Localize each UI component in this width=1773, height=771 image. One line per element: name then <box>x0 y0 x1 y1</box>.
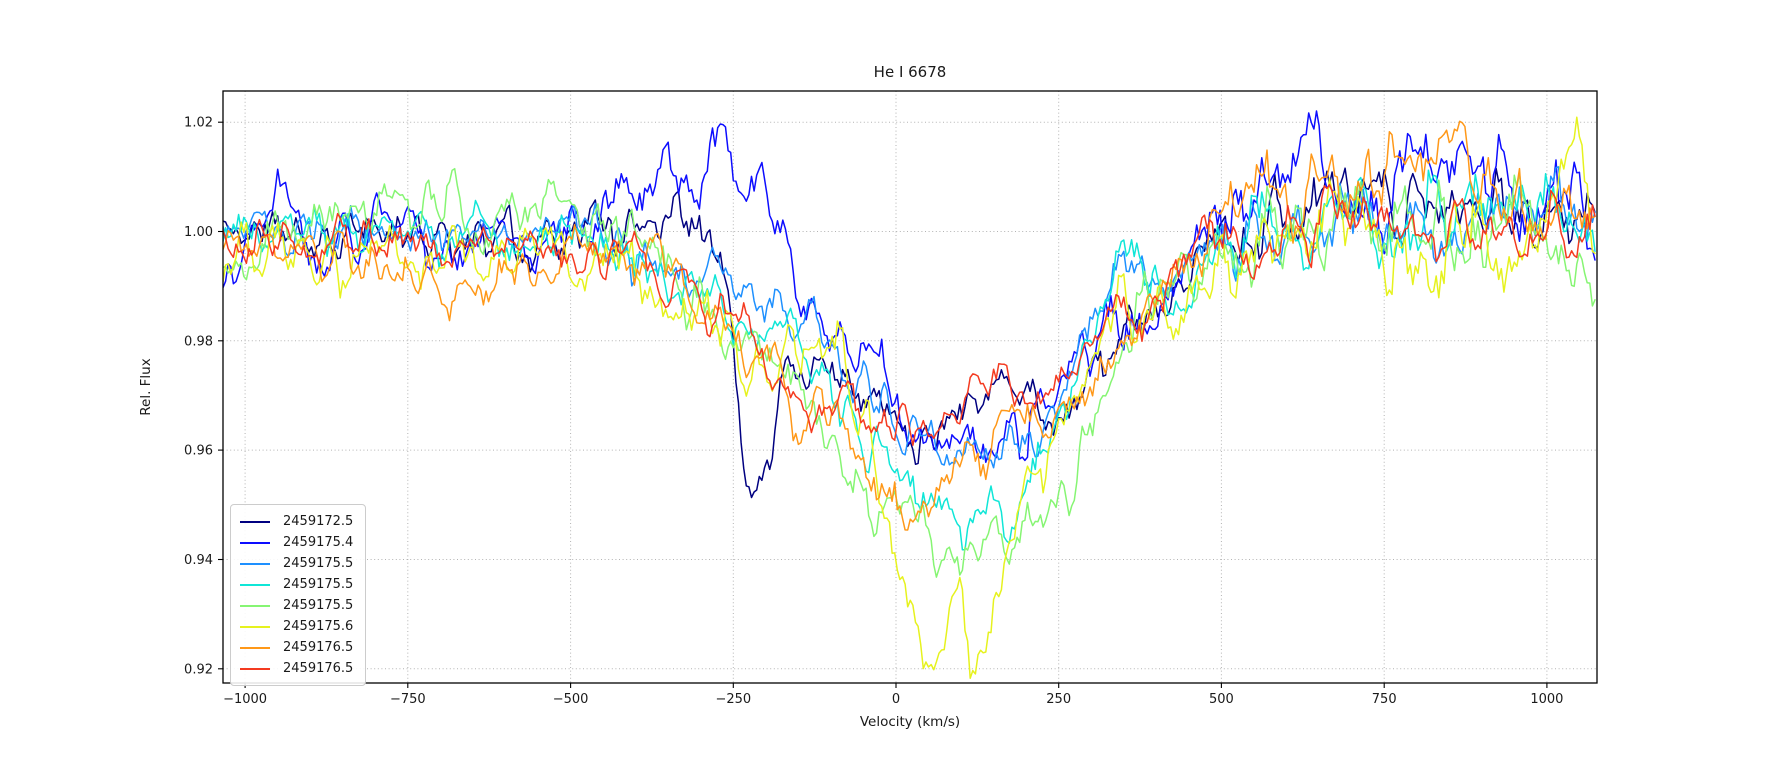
y-tick-label: 0.98 <box>184 334 213 349</box>
legend-item-label: 2459175.6 <box>283 619 354 634</box>
legend-item: 2459176.5 <box>240 658 353 679</box>
chart-title: He I 6678 <box>874 63 947 81</box>
legend-line-swatch <box>240 646 270 649</box>
series-line-6 <box>223 120 1596 531</box>
legend-item-label: 2459175.5 <box>283 577 354 592</box>
y-tick-label: 1.02 <box>184 116 213 131</box>
legend-item-label: 2459175.4 <box>283 535 354 550</box>
legend-item-label: 2459176.5 <box>283 640 354 655</box>
plot-area <box>222 90 1598 684</box>
y-axis-label: Rel. Flux <box>138 358 154 415</box>
y-tick-label: 1.00 <box>184 225 213 240</box>
legend-item-label: 2459172.5 <box>283 514 354 529</box>
legend-line-swatch <box>240 604 270 607</box>
x-tick-label: 0 <box>892 692 900 707</box>
legend-line-swatch <box>240 562 270 565</box>
legend-line-swatch <box>240 520 270 523</box>
legend-line-swatch <box>240 583 270 586</box>
x-tick-label: −500 <box>553 692 589 707</box>
series-line-5 <box>223 116 1596 679</box>
legend-line-swatch <box>240 667 270 670</box>
tick-labels: −1000 −750 −500 −250 0 250 500 750 1000 0.92 0.94 0… <box>184 116 1563 707</box>
x-axis-label: Velocity (km/s) <box>860 714 960 730</box>
x-tick-label: −1000 <box>223 692 267 707</box>
series-line-3 <box>223 169 1596 551</box>
legend-line-swatch <box>240 625 270 628</box>
x-tick-label: −750 <box>390 692 426 707</box>
legend-item: 2459175.6 <box>240 616 353 637</box>
y-tick-label: 0.96 <box>184 444 213 459</box>
x-tick-label: 500 <box>1209 692 1234 707</box>
gridlines <box>223 91 1597 683</box>
legend-item: 2459175.5 <box>240 574 353 595</box>
y-tick-label: 0.94 <box>184 553 213 568</box>
legend-item: 2459172.5 <box>240 511 353 532</box>
legend-item: 2459176.5 <box>240 637 353 658</box>
legend-line-swatch <box>240 541 270 544</box>
legend-item-label: 2459175.5 <box>283 556 354 571</box>
legend-item: 2459175.5 <box>240 595 353 616</box>
x-tick-label: −250 <box>715 692 751 707</box>
series-line-7 <box>223 183 1596 446</box>
legend-item: 2459175.5 <box>240 553 353 574</box>
x-tick-label: 1000 <box>1530 692 1563 707</box>
y-tick-label: 0.92 <box>184 662 213 677</box>
series-line-1 <box>223 110 1596 464</box>
legend-item: 2459175.4 <box>240 532 353 553</box>
legend: 2459172.5 2459175.4 2459175.5 2459175.5 2459… <box>230 504 367 686</box>
series-lines <box>223 110 1596 679</box>
x-tick-label: 250 <box>1046 692 1071 707</box>
legend-item-label: 2459176.5 <box>283 661 354 676</box>
legend-item-label: 2459175.5 <box>283 598 354 613</box>
x-tick-label: 750 <box>1372 692 1397 707</box>
